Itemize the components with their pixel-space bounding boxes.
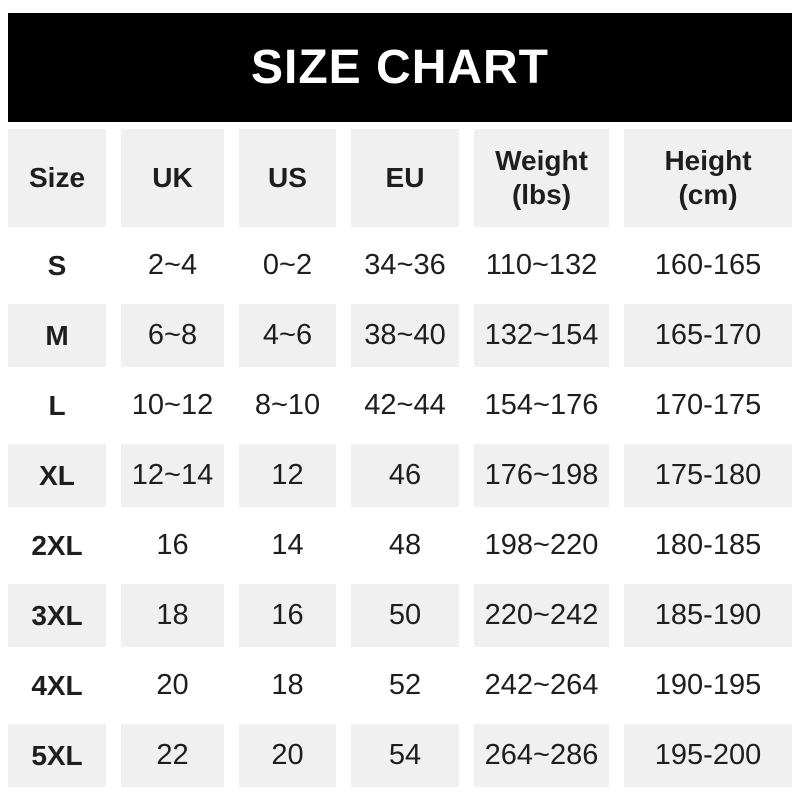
us-value: 16 — [239, 584, 336, 647]
banner: SIZE CHART — [8, 13, 792, 122]
uk-value: 6~8 — [121, 304, 224, 367]
column-header-uk: UK — [121, 129, 224, 227]
table-row-l: L 10~12 8~10 42~44 154~176 170-175 — [8, 374, 792, 437]
weight-value: 264~286 — [474, 724, 609, 787]
column-header-eu: EU — [351, 129, 459, 227]
eu-value: 38~40 — [351, 304, 459, 367]
us-value: 18 — [239, 654, 336, 717]
height-value: 170-175 — [624, 374, 792, 437]
column-header-sublabel: (lbs) — [511, 179, 572, 210]
size-label: 3XL — [8, 584, 106, 647]
eu-value: 54 — [351, 724, 459, 787]
column-header-weight: Weight (lbs) — [474, 129, 609, 227]
us-value: 8~10 — [239, 374, 336, 437]
eu-value: 46 — [351, 444, 459, 507]
column-header-label: Size — [28, 162, 86, 193]
table-row-xl: XL 12~14 12 46 176~198 175-180 — [8, 444, 792, 507]
us-value: 4~6 — [239, 304, 336, 367]
column-header-sublabel: (cm) — [678, 179, 738, 210]
uk-value: 2~4 — [121, 234, 224, 297]
table-row-3xl: 3XL 18 16 50 220~242 185-190 — [8, 584, 792, 647]
size-label: 2XL — [8, 514, 106, 577]
table-header-row: Size UK US EU Weight (lbs) Height (cm) — [8, 129, 792, 227]
us-value: 0~2 — [239, 234, 336, 297]
height-value: 180-185 — [624, 514, 792, 577]
us-value: 20 — [239, 724, 336, 787]
uk-value: 16 — [121, 514, 224, 577]
uk-value: 22 — [121, 724, 224, 787]
weight-value: 242~264 — [474, 654, 609, 717]
us-value: 14 — [239, 514, 336, 577]
eu-value: 42~44 — [351, 374, 459, 437]
column-header-label: UK — [152, 162, 193, 193]
uk-value: 18 — [121, 584, 224, 647]
size-label: 4XL — [8, 654, 106, 717]
height-value: 185-190 — [624, 584, 792, 647]
eu-value: 52 — [351, 654, 459, 717]
height-value: 175-180 — [624, 444, 792, 507]
size-label: 5XL — [8, 724, 106, 787]
column-header-label: EU — [385, 162, 425, 193]
size-label: L — [8, 374, 106, 437]
eu-value: 34~36 — [351, 234, 459, 297]
table-row-4xl: 4XL 20 18 52 242~264 190-195 — [8, 654, 792, 717]
uk-value: 12~14 — [121, 444, 224, 507]
us-value: 12 — [239, 444, 336, 507]
uk-value: 10~12 — [121, 374, 224, 437]
height-value: 165-170 — [624, 304, 792, 367]
height-value: 190-195 — [624, 654, 792, 717]
table-row-2xl: 2XL 16 14 48 198~220 180-185 — [8, 514, 792, 577]
column-header-size: Size — [8, 129, 106, 227]
column-header-label: US — [268, 162, 307, 193]
table-row-m: M 6~8 4~6 38~40 132~154 165-170 — [8, 304, 792, 367]
column-header-label: Height — [664, 145, 752, 176]
eu-value: 48 — [351, 514, 459, 577]
weight-value: 132~154 — [474, 304, 609, 367]
table-row-s: S 2~4 0~2 34~36 110~132 160-165 — [8, 234, 792, 297]
table-row-5xl: 5XL 22 20 54 264~286 195-200 — [8, 724, 792, 787]
weight-value: 110~132 — [474, 234, 609, 297]
size-label: S — [8, 234, 106, 297]
weight-value: 220~242 — [474, 584, 609, 647]
page-title: SIZE CHART — [251, 41, 549, 94]
size-table: Size UK US EU Weight (lbs) Height (cm) — [8, 129, 792, 794]
weight-value: 198~220 — [474, 514, 609, 577]
uk-value: 20 — [121, 654, 224, 717]
eu-value: 50 — [351, 584, 459, 647]
column-header-us: US — [239, 129, 336, 227]
size-label: M — [8, 304, 106, 367]
weight-value: 176~198 — [474, 444, 609, 507]
height-value: 160-165 — [624, 234, 792, 297]
column-header-height: Height (cm) — [624, 129, 792, 227]
column-header-label: Weight — [495, 145, 588, 176]
weight-value: 154~176 — [474, 374, 609, 437]
size-label: XL — [8, 444, 106, 507]
height-value: 195-200 — [624, 724, 792, 787]
